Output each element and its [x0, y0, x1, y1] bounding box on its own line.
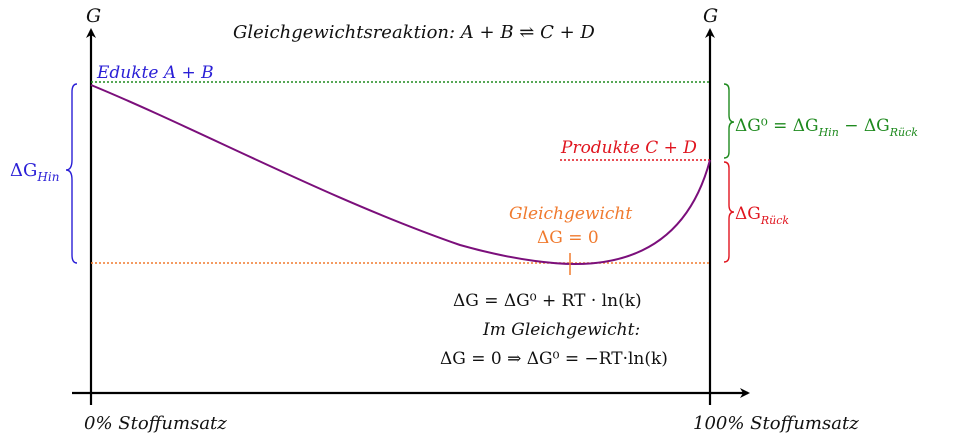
diagram-title: Gleichgewichtsreaktion: A + B ⇌ C + D — [233, 22, 595, 43]
delta-g0-relation-label: ΔG⁰ = ΔGHin − ΔGRück — [735, 116, 918, 139]
delta-g0-relation-sub2: Rück — [889, 126, 919, 139]
gleichgewicht-label: Gleichgewicht — [509, 204, 632, 224]
x-axis-right-label: 100% Stoffumsatz — [693, 413, 859, 434]
gleichgewicht-delta-label: ΔG = 0 — [537, 228, 599, 248]
equation-line-2: Im Gleichgewicht: — [482, 320, 640, 340]
delta-g0-relation-part1: ΔG⁰ = ΔG — [735, 116, 819, 136]
y-axis-left-label: G — [86, 5, 101, 27]
x-axis-left-label: 0% Stoffumsatz — [84, 413, 227, 434]
delta-g0-relation-mid: − ΔG — [839, 116, 890, 136]
edukte-label: Edukte A + B — [96, 63, 214, 83]
equation-line-3: ΔG = 0 ⇒ ΔG⁰ = −RT·ln(k) — [440, 349, 668, 369]
delta-g-rueck-label: ΔGRück — [735, 204, 789, 227]
delta-g0-brace — [723, 83, 735, 159]
delta-g-rueck-brace — [723, 161, 735, 263]
delta-g-hin-label: ΔGHin — [10, 160, 59, 184]
delta-g-hin-subscript: Hin — [36, 170, 59, 184]
y-axis-right-label: G — [703, 5, 718, 27]
equation-line-1: ΔG = ΔG⁰ + RT · ln(k) — [453, 291, 642, 311]
delta-g0-relation-sub1: Hin — [818, 126, 839, 139]
gibbs-energy-curve — [90, 84, 711, 266]
delta-g-hin-brace — [65, 83, 78, 264]
delta-g-rueck-subscript: Rück — [760, 214, 790, 227]
produkte-label: Produkte C + D — [560, 138, 697, 158]
delta-g-rueck-symbol: ΔG — [735, 204, 761, 224]
delta-g-hin-symbol: ΔG — [10, 160, 37, 181]
